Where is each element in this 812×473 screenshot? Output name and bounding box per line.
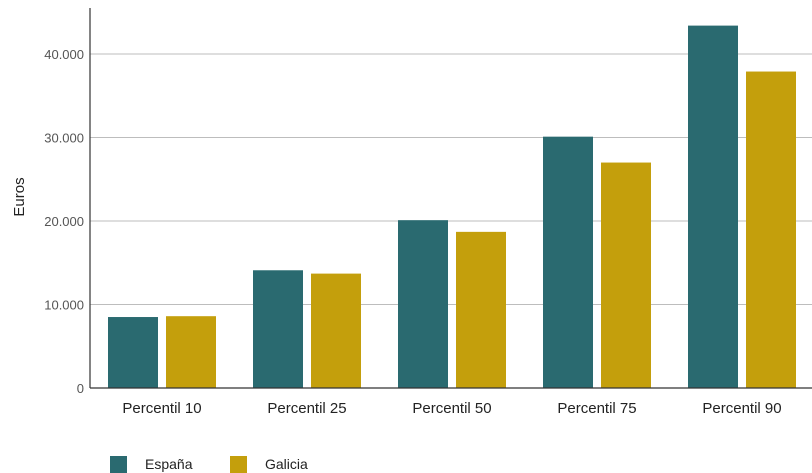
axes (89, 8, 812, 389)
bars (108, 25, 796, 389)
y-tick-label: 0 (77, 381, 84, 396)
bar-galicia (166, 316, 216, 388)
y-axis-label: Euros (11, 177, 28, 216)
x-tick-label: Percentil 75 (557, 400, 636, 417)
bar-galicia (456, 231, 506, 388)
legend-label-galicia: Galicia (265, 456, 308, 472)
x-tick-labels: Percentil 10 Percentil 25 Percentil 50 Perc… (122, 400, 781, 417)
legend-label-espana: España (145, 456, 193, 472)
bar-espana (688, 25, 738, 389)
bar-espana (108, 317, 158, 388)
bar-espana (253, 270, 303, 388)
legend-swatch-galicia (230, 456, 247, 473)
bar-galicia (601, 162, 651, 388)
y-tick-label: 20.000 (44, 214, 84, 229)
legend: España Galicia (110, 456, 308, 473)
y-tick-label: 40.000 (44, 47, 84, 62)
bar-galicia (746, 71, 796, 388)
x-tick-label: Percentil 25 (267, 400, 346, 417)
y-tick-label: 30.000 (44, 131, 84, 146)
x-tick-label: Percentil 50 (412, 400, 491, 417)
x-tick-label: Percentil 90 (702, 400, 781, 417)
y-tick-labels: 0 10.000 20.000 30.000 40.000 (44, 47, 84, 396)
legend-swatch-espana (110, 456, 127, 473)
bar-espana (398, 220, 448, 388)
x-tick-label: Percentil 10 (122, 400, 201, 417)
bar-galicia (311, 273, 361, 388)
bar-espana (543, 136, 593, 388)
y-tick-label: 10.000 (44, 298, 84, 313)
